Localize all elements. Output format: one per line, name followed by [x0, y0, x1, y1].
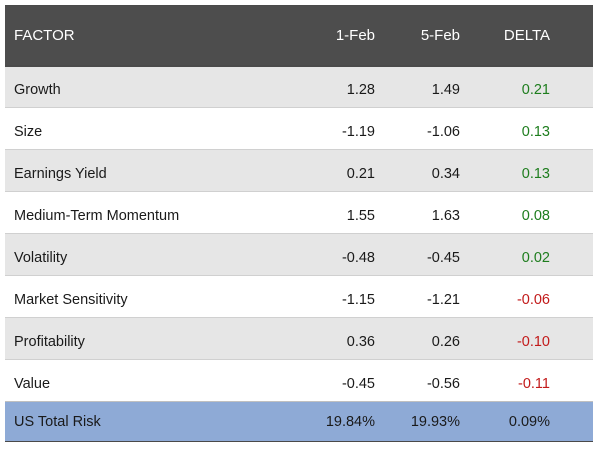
value-delta: -0.06	[516, 291, 550, 308]
value-feb1: 0.36	[346, 333, 375, 350]
table-row: Medium-Term Momentum 1.55 1.63 0.08	[5, 191, 593, 233]
factor-name: Profitability	[14, 333, 85, 350]
factor-name: Size	[14, 123, 43, 140]
value-feb5: 1.63	[431, 207, 460, 224]
value-delta: 0.02	[521, 249, 550, 266]
value-feb1: 1.28	[346, 82, 375, 98]
value-feb5: 0.26	[431, 333, 460, 350]
value-delta: 0.13	[521, 123, 550, 140]
factor-name: Value	[14, 375, 51, 392]
header-date2: 5-Feb	[420, 27, 460, 44]
total-label: US Total Risk	[14, 413, 101, 430]
value-feb1: -1.19	[341, 123, 375, 140]
total-delta: 0.09%	[508, 413, 550, 430]
value-feb1: 0.21	[346, 165, 375, 182]
table-row: Size -1.19 -1.06 0.13	[5, 107, 593, 149]
factor-name: Medium-Term Momentum	[14, 207, 180, 224]
value-feb5: 0.34	[431, 165, 460, 182]
table-row: Market Sensitivity -1.15 -1.21 -0.06	[5, 275, 593, 317]
table-row: Profitability 0.36 0.26 -0.10	[5, 317, 593, 359]
factor-name: Earnings Yield	[14, 165, 107, 182]
factor-risk-table: FACTOR 1-Feb 5-Feb DELTA Growth 1.28 1.4…	[5, 5, 593, 442]
total-row: US Total Risk 19.84% 19.93% 0.09%	[5, 401, 593, 442]
table-body: Growth 1.28 1.49 0.21 Size -1.19 -1.06 0…	[5, 65, 593, 401]
value-feb5: -1.21	[426, 291, 460, 308]
value-feb1: 1.55	[346, 207, 375, 224]
factor-name: Growth	[14, 82, 61, 98]
table-row: Volatility -0.48 -0.45 0.02	[5, 233, 593, 275]
value-delta: -0.11	[518, 375, 550, 392]
value-feb5: -1.06	[426, 123, 460, 140]
value-delta: 0.13	[521, 165, 550, 182]
value-feb1: -1.15	[341, 291, 375, 308]
value-delta: -0.10	[516, 333, 550, 350]
table-row: Earnings Yield 0.21 0.34 0.13	[5, 149, 593, 191]
factor-name: Market Sensitivity	[14, 291, 128, 308]
total-feb1: 19.84%	[325, 413, 375, 430]
factor-name: Volatility	[14, 249, 68, 266]
value-feb1: -0.45	[341, 375, 375, 392]
value-feb5: -0.56	[426, 375, 460, 392]
header-date1: 1-Feb	[335, 27, 375, 44]
header-delta: DELTA	[503, 27, 550, 44]
table-header: FACTOR 1-Feb 5-Feb DELTA	[5, 6, 593, 65]
total-feb5: 19.93%	[410, 413, 460, 430]
header-factor: FACTOR	[14, 27, 75, 44]
value-feb5: -0.45	[426, 249, 460, 266]
value-delta: 0.08	[521, 207, 550, 224]
table-row: Growth 1.28 1.49 0.21	[5, 65, 593, 107]
value-feb1: -0.48	[341, 249, 375, 266]
value-feb5: 1.49	[431, 82, 460, 98]
table-row: Value -0.45 -0.56 -0.11	[5, 359, 593, 401]
value-delta: 0.21	[521, 82, 550, 98]
